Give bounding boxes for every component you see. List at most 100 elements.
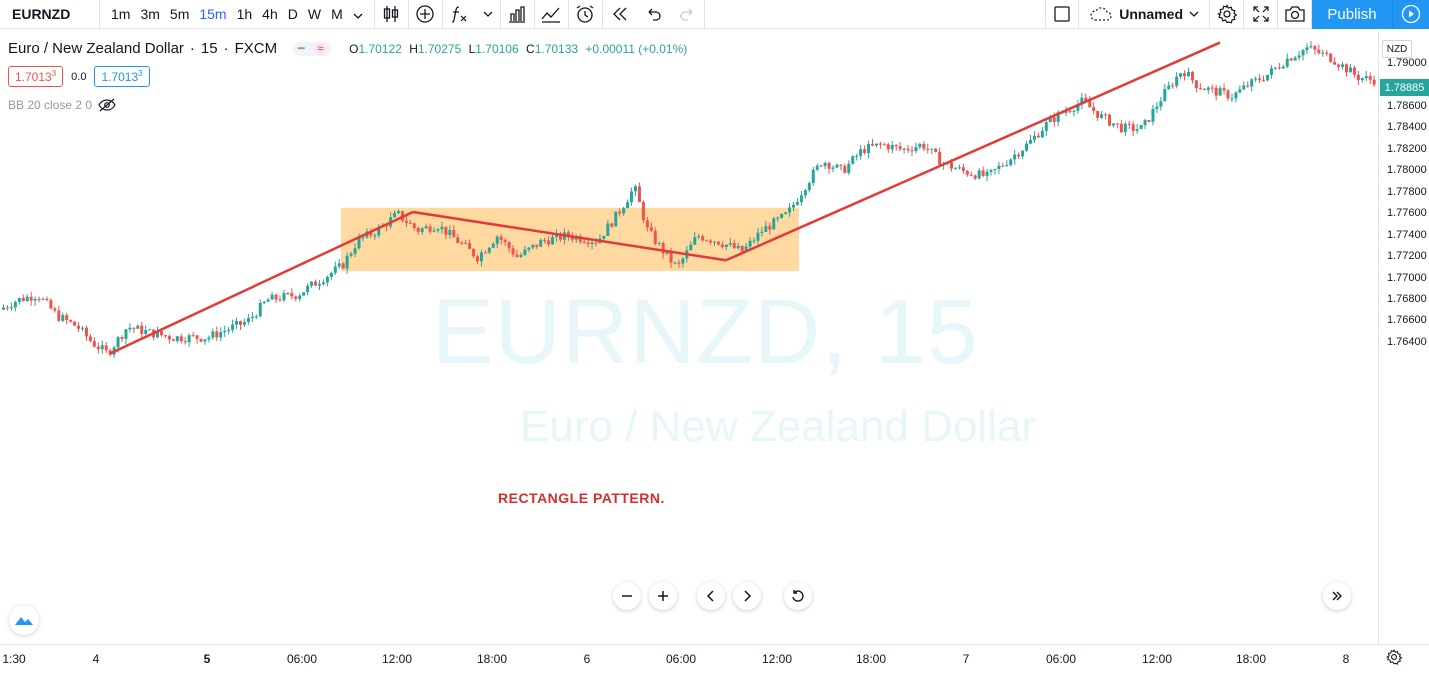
- candle-body: [428, 226, 432, 232]
- candle-body: [590, 242, 594, 245]
- interval-w[interactable]: W: [307, 6, 322, 22]
- candle-body: [855, 155, 859, 157]
- snapshot-button[interactable]: [1278, 0, 1312, 29]
- indicators-dropdown[interactable]: [477, 0, 501, 29]
- indicators-button[interactable]: [443, 0, 477, 29]
- chart-pane[interactable]: EURNZD, 15 Euro / New Zealand Dollar: [0, 30, 1378, 644]
- candle-body: [878, 143, 882, 145]
- scroll-right-button[interactable]: [733, 582, 761, 610]
- candle-body: [452, 230, 456, 238]
- candle-body: [13, 301, 17, 308]
- candle-body: [618, 211, 622, 214]
- interval-5m[interactable]: 5m: [169, 6, 190, 22]
- candle-body: [1258, 78, 1262, 81]
- sell-button[interactable]: 1.70133: [8, 66, 64, 87]
- candle-body: [361, 237, 365, 239]
- interval-1m[interactable]: 1m: [111, 6, 131, 22]
- price-tick: 1.78000: [1387, 164, 1427, 177]
- candle-body: [523, 249, 527, 255]
- alert-button[interactable]: [569, 0, 603, 29]
- candle-body: [132, 327, 136, 329]
- candle-body: [239, 321, 242, 325]
- scale-settings-button[interactable]: [1385, 648, 1403, 670]
- interval-3m[interactable]: 3m: [140, 6, 160, 22]
- candle-body: [720, 244, 724, 247]
- buy-button[interactable]: 1.70133: [94, 66, 150, 87]
- candle-body: [539, 239, 543, 247]
- candle-body: [898, 146, 902, 150]
- chart-canvas[interactable]: [0, 30, 1378, 644]
- candle-body: [329, 272, 333, 277]
- candle-body: [167, 336, 171, 340]
- zoom-out-button[interactable]: [613, 582, 641, 610]
- chevron-left-icon: [706, 590, 714, 602]
- time-scale[interactable]: 1:30 4 5 06:00 12:00 18:00 6 06:00 12:00 18:00 7 06…: [0, 644, 1429, 674]
- candle-body: [116, 337, 120, 348]
- candle-body: [1285, 58, 1289, 67]
- interval-m[interactable]: M: [331, 6, 343, 22]
- candle-body: [1317, 49, 1321, 54]
- play-button[interactable]: [1392, 0, 1429, 29]
- square-icon: [1054, 6, 1070, 22]
- symbol-search-button[interactable]: EURNZD: [0, 0, 100, 29]
- undo-button[interactable]: [637, 0, 671, 29]
- replay-button[interactable]: [603, 0, 637, 29]
- candle-body: [416, 228, 420, 232]
- candle-body: [681, 258, 685, 264]
- eye-hidden-icon[interactable]: [98, 98, 116, 112]
- trendline: [412, 210, 727, 262]
- redo-button[interactable]: [671, 0, 705, 29]
- candle-body: [645, 220, 649, 228]
- reset-chart-button[interactable]: [784, 582, 812, 610]
- candle-body: [128, 327, 132, 330]
- candles-icon: [384, 6, 399, 22]
- interval-dropdown-chevron-icon[interactable]: [348, 6, 368, 22]
- candle-body: [531, 244, 535, 248]
- scroll-left-button[interactable]: [697, 582, 725, 610]
- candle-body: [1250, 79, 1254, 87]
- interval-1h[interactable]: 1h: [236, 6, 253, 22]
- tradingview-logo-button[interactable]: [9, 605, 39, 635]
- price-tick: 1.78400: [1387, 121, 1427, 134]
- instrument-name[interactable]: Euro / New Zealand Dollar: [8, 40, 184, 57]
- candle-body: [393, 213, 397, 218]
- candle-style-button[interactable]: [375, 0, 409, 29]
- financials-button[interactable]: [501, 0, 535, 29]
- candle-body: [1171, 85, 1175, 87]
- layout-name-button[interactable]: Unnamed: [1079, 0, 1210, 29]
- candle-body: [938, 151, 942, 165]
- select-layout-button[interactable]: [1045, 0, 1080, 29]
- candle-body: [602, 235, 606, 239]
- candle-body: [148, 329, 152, 331]
- ohlc-low: 1.70106: [475, 41, 519, 56]
- candle-body: [902, 148, 906, 150]
- candle-body: [843, 165, 847, 173]
- candle-body: [69, 319, 73, 322]
- interval-d[interactable]: D: [287, 6, 298, 22]
- interval-15m[interactable]: 15m: [199, 6, 227, 22]
- time-label: 18:00: [1235, 652, 1267, 666]
- legend-interval: 15: [200, 40, 218, 57]
- candle-body: [606, 223, 610, 236]
- rectangle-pattern-label[interactable]: RECTANGLE PATTERN.: [498, 490, 665, 506]
- interval-4h[interactable]: 4h: [262, 6, 278, 22]
- candle-body: [397, 211, 400, 214]
- layout-name: Unnamed: [1119, 6, 1183, 22]
- zoom-in-button[interactable]: [649, 582, 677, 610]
- time-label: 06:00: [665, 652, 697, 666]
- publish-button[interactable]: Publish: [1312, 0, 1392, 29]
- templates-button[interactable]: [535, 0, 569, 29]
- compare-button[interactable]: [409, 0, 443, 29]
- indicator-legend[interactable]: BB 20 close 2 0: [8, 98, 116, 112]
- currency-badge[interactable]: NZD: [1382, 40, 1412, 58]
- scroll-to-realtime-button[interactable]: [1323, 582, 1351, 610]
- price-scale[interactable]: 1.790001.788001.786001.784001.782001.780…: [1378, 30, 1429, 644]
- candle-body: [740, 245, 744, 252]
- fullscreen-button[interactable]: [1244, 0, 1278, 29]
- market-status-pill[interactable]: ━ ≈: [293, 41, 332, 56]
- candle-body: [831, 167, 835, 169]
- candle-body: [1021, 150, 1025, 157]
- time-label: 12:00: [381, 652, 413, 666]
- time-label: 5: [203, 652, 211, 666]
- settings-button[interactable]: [1210, 0, 1244, 29]
